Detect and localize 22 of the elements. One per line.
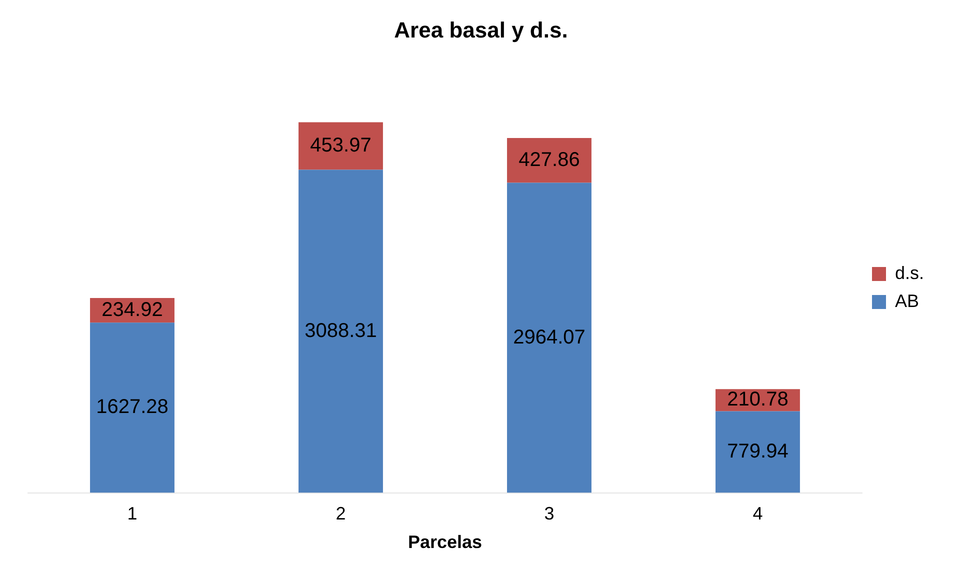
bar	[90, 322, 174, 493]
x-tick-label: 1	[127, 504, 138, 524]
bar	[298, 170, 383, 493]
legend-label: d.s.	[894, 262, 924, 283]
data-label: 427.86	[518, 148, 580, 171]
bar	[298, 122, 383, 170]
data-label: 2964.07	[513, 326, 586, 348]
data-label: 210.78	[727, 388, 788, 411]
data-label: 1627.28	[96, 396, 168, 418]
bar	[507, 182, 592, 493]
x-tick-label: 3	[544, 504, 554, 524]
data-label: 234.92	[102, 298, 163, 321]
data-label: 453.97	[310, 134, 372, 157]
x-tick-label: 2	[336, 504, 346, 524]
x-axis-title: Parcelas	[408, 532, 482, 552]
chart-title: Area basal y d.s.	[394, 17, 568, 42]
legend-label: AB	[894, 290, 920, 311]
data-label: 3088.31	[304, 320, 377, 342]
x-tick-label: 4	[752, 504, 763, 524]
bar	[507, 138, 592, 183]
data-label: 779.94	[727, 440, 788, 463]
bar	[716, 411, 800, 493]
